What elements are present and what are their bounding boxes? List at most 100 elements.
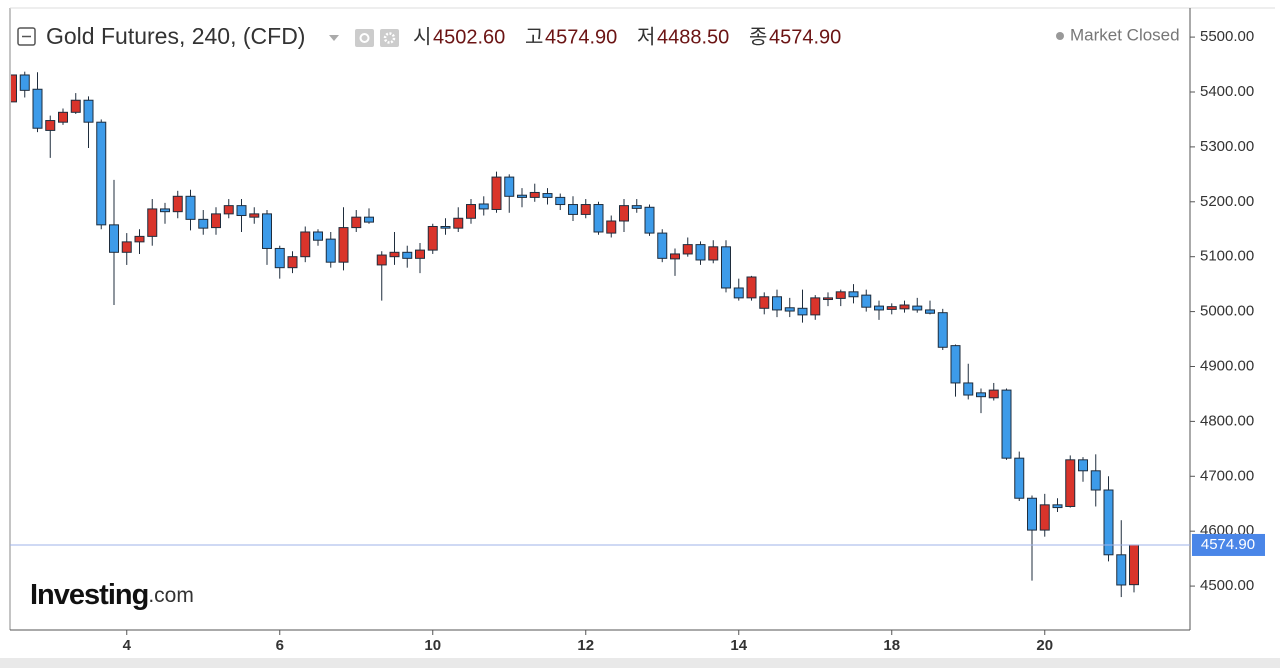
logo-suffix: .com [148,584,194,607]
candle-body [568,204,578,215]
candle-body [937,312,948,348]
y-tick-label: 4800.00 [1200,412,1254,429]
candle-body [160,208,170,213]
candle-body [848,291,859,298]
candle-body [1103,489,1114,556]
candle-body [364,216,374,223]
candle-body [1027,497,1037,531]
ohlc-value: 4574.90 [545,26,617,48]
settings-icon[interactable] [380,29,399,47]
candle-body [147,208,158,237]
candle-body [657,232,668,259]
candle-body [453,217,464,229]
market-status: Market Closed [1070,25,1180,44]
candle-body [925,309,935,314]
candle-body [619,205,629,222]
candle-body [886,306,897,310]
x-tick-label: 10 [424,637,441,654]
ohlc-value: 4574.90 [769,26,841,48]
candle-body [249,213,260,218]
candle-body [721,246,731,289]
candle-body [593,204,604,233]
candle-body [670,253,680,260]
x-tick-label: 6 [276,637,284,654]
ohlc-value: 4502.60 [433,26,505,48]
ohlc-label: 고 [525,26,543,48]
ohlc-label: 종 [749,26,767,48]
candle-body [96,121,107,226]
chart-title: Gold Futures, 240, (CFD) [46,23,305,49]
candle-body [19,74,30,91]
candle-body [606,220,617,234]
candle-body [466,204,476,219]
candle-body [313,231,323,241]
candle-body [912,305,923,311]
bottom-strip [0,658,1280,668]
candle-body [784,307,795,312]
candle-body [504,176,515,197]
y-tick-label: 5500.00 [1200,28,1254,45]
y-tick-label: 5200.00 [1200,193,1254,210]
candle-body [835,291,846,299]
candle-body [287,256,298,269]
ohlc-value: 4488.50 [657,26,729,48]
candle-body [262,213,272,249]
candle-body [274,247,285,269]
candle-body [1065,459,1076,507]
candle-body [338,227,349,263]
ohlc-label: 저 [637,25,655,48]
candle-body [1129,544,1139,586]
candle-body [555,196,566,206]
x-tick-label: 20 [1036,637,1053,654]
candle-body [517,194,527,198]
candle-body [211,213,221,229]
candle-body [223,205,234,215]
y-tick-label: 5400.00 [1200,83,1254,100]
y-tick-label: 4700.00 [1200,467,1254,484]
candle-body [427,225,438,251]
candle-body [58,111,68,123]
dropdown-arrow[interactable] [329,35,339,41]
candle-body [440,225,451,229]
candle-body [797,307,808,316]
candle-body [1116,554,1127,586]
candle-body [389,251,400,258]
gear [383,32,396,44]
candles [11,71,1139,598]
candle-body [376,254,387,266]
candle-body [529,191,540,198]
candle-body [45,120,56,131]
candle-body [695,244,706,261]
candle-body [70,99,81,113]
y-tick-label: 5000.00 [1200,303,1254,320]
last-price-label: 4574.90 [1201,536,1255,553]
candle-body [899,304,910,310]
candle-body [746,276,757,299]
candle-body [772,296,782,311]
candle-body [963,382,974,396]
candle-body [198,218,209,229]
candle-body [11,74,17,103]
x-tick-label: 12 [577,637,594,654]
candle-body [861,294,872,308]
candle-body [185,195,196,220]
candle-body [32,88,43,129]
x-tick-label: 14 [730,637,747,654]
candle-body [325,238,336,263]
status-dot [1056,32,1064,40]
candle-body [950,345,961,384]
candle-body [491,176,502,210]
last-price-badge [1192,533,1265,556]
y-tick-label: 5100.00 [1200,248,1254,265]
candle-body [976,392,986,398]
collapse-toggle[interactable] [17,27,36,46]
candle-body [542,193,553,198]
logo-brand: Investing [30,579,148,611]
candle-body [1052,504,1063,509]
candle-body [1039,504,1050,531]
visibility-icon[interactable] [355,29,374,47]
eye [359,33,370,43]
